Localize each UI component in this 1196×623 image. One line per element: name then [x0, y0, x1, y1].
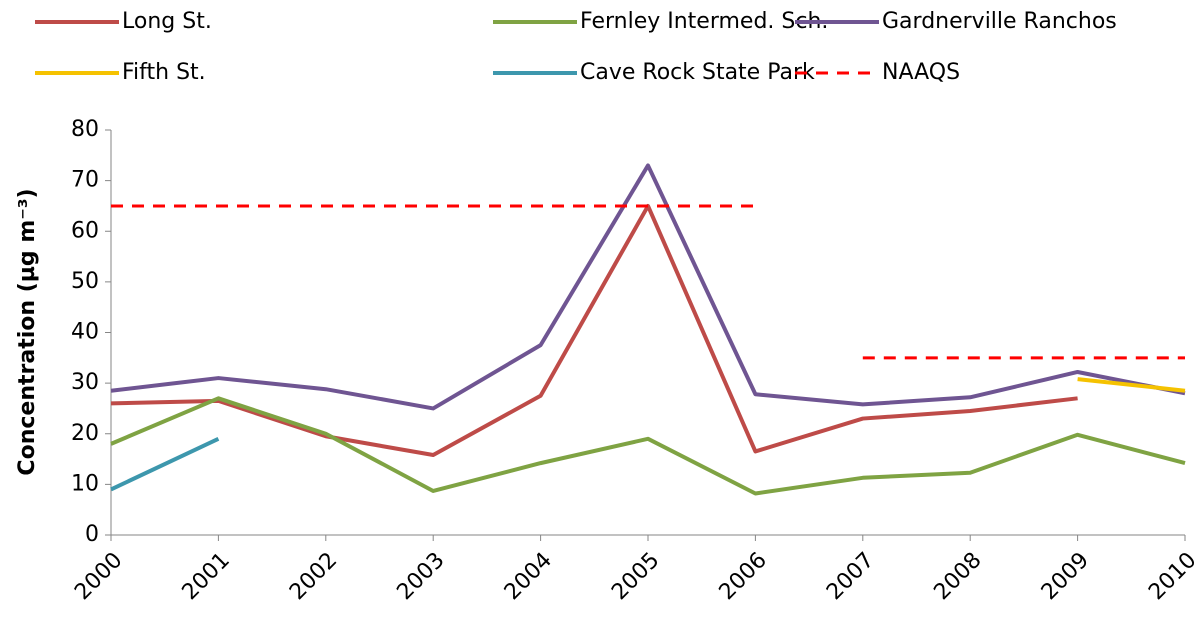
y-tick-label: 50 — [71, 269, 99, 294]
x-tick-label: 2008 — [929, 548, 986, 605]
y-tick-label: 0 — [85, 522, 99, 547]
series-line — [1077, 377, 1186, 393]
x-tick-label: 2007 — [822, 548, 879, 605]
y-tick-label: 20 — [71, 421, 99, 446]
x-tick-label: 2000 — [70, 548, 127, 605]
legend-label: Fernley Intermed. Sch. — [580, 9, 828, 34]
y-axis-label: Concentration (µg m⁻³) — [15, 188, 40, 475]
series-line — [110, 163, 1186, 411]
x-tick-label: 2006 — [715, 548, 772, 605]
y-tick-label: 70 — [71, 168, 99, 193]
x-tick-label: 2009 — [1037, 548, 1094, 605]
legend-label: NAAQS — [882, 60, 960, 85]
x-tick-label: 2010 — [1144, 548, 1196, 605]
legend-label: Gardnerville Ranchos — [882, 9, 1117, 34]
x-tick-label: 2001 — [178, 548, 235, 605]
y-tick-label: 60 — [71, 218, 99, 243]
series-line — [110, 437, 220, 492]
y-tick-label: 80 — [71, 117, 99, 142]
y-tick-label: 10 — [71, 471, 99, 496]
legend-label: Long St. — [122, 9, 212, 34]
legend-label: Fifth St. — [122, 60, 206, 85]
x-tick-label: 2004 — [500, 548, 557, 605]
x-tick-label: 2002 — [285, 548, 342, 605]
y-tick-label: 30 — [71, 370, 99, 395]
series-line — [110, 396, 1186, 496]
x-tick-label: 2003 — [392, 548, 449, 605]
x-tick-label: 2005 — [607, 548, 664, 605]
series-line — [110, 203, 1078, 458]
y-tick-label: 40 — [71, 320, 99, 345]
legend-label: Cave Rock State Park — [580, 60, 815, 85]
